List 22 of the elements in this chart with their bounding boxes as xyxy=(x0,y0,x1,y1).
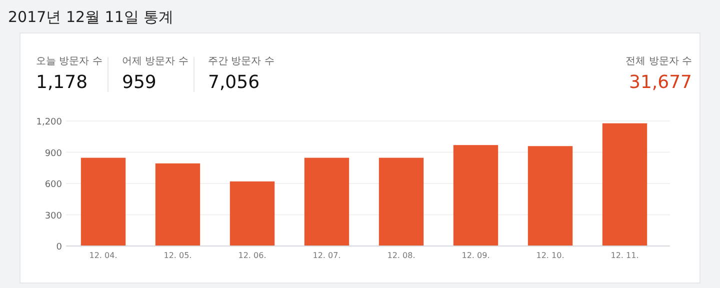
bar xyxy=(304,158,350,246)
x-tick-label: 12. 08. xyxy=(387,251,416,260)
bar xyxy=(230,181,275,246)
chart-title: 2017년 12월 11일 통계 xyxy=(8,8,174,26)
y-tick-label: 600 xyxy=(44,180,62,190)
bar xyxy=(453,145,498,246)
bar xyxy=(80,158,126,246)
x-tick-label: 12. 07. xyxy=(312,251,341,260)
x-tick-label: 12. 06. xyxy=(238,251,266,260)
bar xyxy=(378,158,424,246)
y-tick-label: 1,200 xyxy=(36,118,62,128)
x-tick-label: 12. 09. xyxy=(462,251,490,260)
y-tick-label: 300 xyxy=(44,211,62,222)
bar xyxy=(602,123,648,246)
x-tick-label: 12. 04. xyxy=(89,251,118,260)
x-tick-label: 12. 11. xyxy=(610,251,639,260)
bar xyxy=(155,163,200,246)
y-tick-label: 900 xyxy=(44,148,62,159)
x-tick-label: 12. 05. xyxy=(164,251,192,260)
y-tick-label: 0 xyxy=(56,242,62,252)
bar xyxy=(528,146,573,246)
x-tick-label: 12. 10. xyxy=(536,251,564,260)
